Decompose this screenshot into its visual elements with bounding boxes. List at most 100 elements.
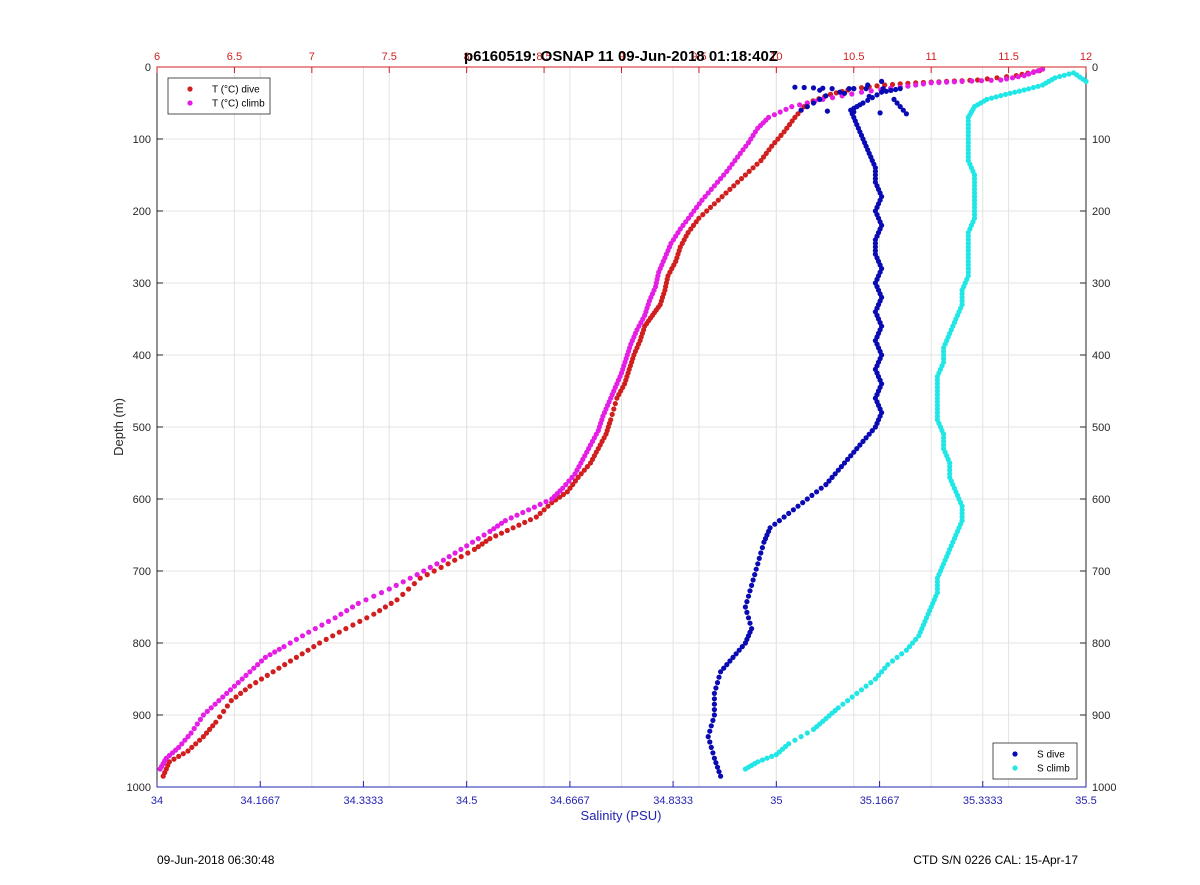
data-point	[766, 147, 772, 153]
data-point	[832, 471, 838, 477]
data-point	[235, 680, 241, 686]
data-point	[287, 640, 293, 646]
data-point	[795, 111, 801, 117]
data-point	[495, 523, 501, 529]
x-bottom-tick-label: 34.1667	[240, 795, 280, 807]
data-point	[835, 705, 841, 711]
data-point	[894, 654, 900, 661]
data-point	[714, 680, 721, 686]
data-point	[755, 561, 761, 567]
data-point	[804, 730, 810, 736]
data-point	[608, 417, 614, 423]
data-point	[792, 84, 798, 90]
data-point	[989, 95, 995, 101]
series-s-dive	[705, 78, 910, 779]
data-point	[749, 626, 755, 632]
y-tick-label-left: 400	[133, 350, 151, 362]
data-point	[742, 172, 749, 178]
data-point	[969, 78, 975, 84]
data-point	[851, 449, 857, 455]
data-point	[510, 525, 516, 531]
data-point	[941, 352, 947, 358]
data-point	[549, 500, 555, 506]
data-point	[581, 467, 587, 473]
data-point	[804, 496, 810, 502]
data-point	[487, 536, 493, 542]
data-point	[680, 222, 686, 228]
data-point	[971, 204, 978, 210]
data-point	[1009, 75, 1016, 81]
data-point	[572, 478, 579, 484]
data-point	[272, 649, 278, 655]
data-point	[747, 620, 753, 626]
data-point	[711, 201, 718, 207]
data-point	[848, 453, 854, 459]
data-point	[543, 499, 549, 505]
y-tick-label-right: 900	[1092, 710, 1110, 722]
data-point	[193, 741, 199, 747]
data-point	[293, 636, 299, 643]
data-point	[707, 204, 714, 210]
data-point	[786, 510, 792, 516]
data-point	[789, 118, 795, 124]
data-point	[707, 739, 713, 745]
data-point	[685, 230, 691, 236]
y-tick-label-right: 700	[1092, 566, 1110, 578]
data-point	[934, 377, 941, 383]
data-point	[798, 734, 804, 740]
y-tick-label-right: 100	[1092, 134, 1110, 146]
data-point	[200, 712, 206, 718]
data-point	[255, 662, 261, 668]
data-point	[971, 215, 978, 221]
data-point	[176, 753, 182, 760]
data-point	[400, 591, 406, 598]
data-point	[276, 665, 282, 671]
data-point	[382, 604, 388, 610]
data-point	[810, 100, 817, 106]
data-point	[344, 608, 350, 614]
data-point	[560, 485, 566, 491]
data-point	[699, 197, 705, 203]
data-point	[1016, 88, 1023, 94]
data-point	[531, 504, 538, 510]
data-point	[566, 478, 572, 484]
data-point	[711, 712, 718, 718]
data-point	[845, 456, 851, 462]
data-point	[475, 536, 481, 542]
data-point	[749, 582, 755, 589]
data-point	[865, 97, 871, 103]
x-top-tick-label: 7.5	[382, 51, 397, 63]
data-point	[575, 474, 581, 480]
data-point	[740, 147, 746, 153]
data-point	[868, 88, 874, 94]
data-point	[704, 208, 710, 214]
x-bottom-tick-label: 35.5	[1075, 795, 1096, 807]
data-point	[452, 550, 458, 556]
data-point	[194, 721, 200, 727]
data-point	[475, 544, 481, 550]
y-tick-label-left: 500	[133, 422, 151, 434]
legend-label: S dive	[1037, 750, 1065, 761]
legend-marker	[187, 100, 193, 106]
data-point	[723, 190, 729, 196]
data-point	[984, 76, 990, 82]
data-point	[514, 512, 520, 518]
data-point	[872, 240, 879, 246]
data-point	[965, 150, 971, 156]
data-point	[179, 741, 185, 747]
data-point	[975, 77, 981, 83]
data-point	[846, 86, 852, 92]
data-point	[959, 298, 965, 304]
data-point	[711, 707, 718, 713]
data-point	[338, 611, 344, 617]
data-point	[377, 608, 383, 614]
data-point	[464, 543, 470, 549]
data-point	[959, 294, 965, 300]
y-tick-label-left: 1000	[127, 782, 151, 794]
data-point	[1015, 74, 1021, 80]
data-point	[872, 176, 879, 182]
data-point	[738, 176, 745, 182]
data-point	[189, 744, 195, 751]
data-point	[336, 629, 342, 635]
